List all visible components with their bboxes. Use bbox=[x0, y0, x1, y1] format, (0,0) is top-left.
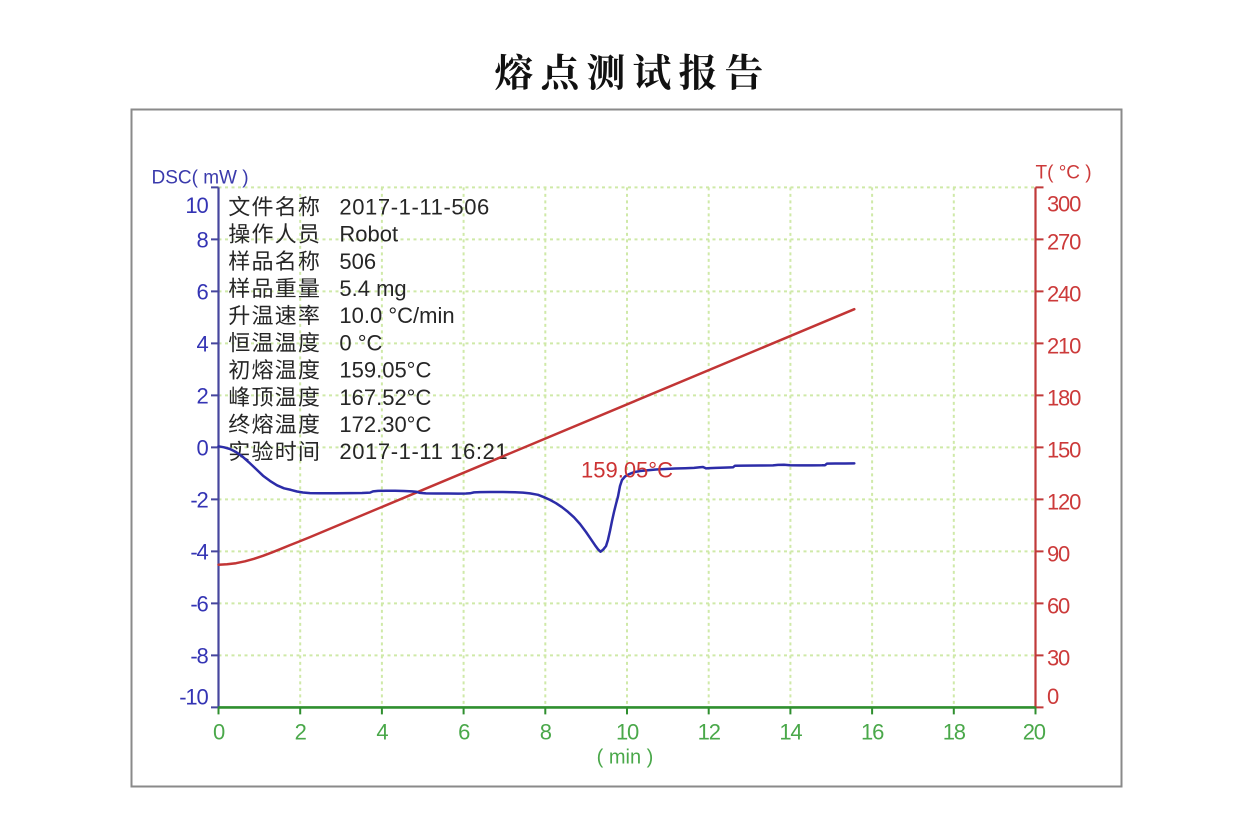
svg-text:0: 0 bbox=[1047, 684, 1059, 709]
svg-text:T( °C ): T( °C ) bbox=[1036, 163, 1092, 184]
svg-text:0: 0 bbox=[196, 435, 208, 460]
svg-text:18: 18 bbox=[943, 720, 966, 745]
svg-text:20: 20 bbox=[1023, 720, 1046, 745]
svg-text:0: 0 bbox=[213, 720, 225, 745]
svg-text:-2: -2 bbox=[190, 487, 208, 512]
svg-text:16: 16 bbox=[861, 720, 884, 745]
svg-text:Robot: Robot bbox=[339, 222, 398, 247]
svg-text:12: 12 bbox=[698, 720, 721, 745]
svg-text:90: 90 bbox=[1047, 542, 1070, 567]
svg-text:DSC( mW ): DSC( mW ) bbox=[152, 168, 249, 189]
svg-text:5.4 mg: 5.4 mg bbox=[339, 276, 406, 301]
svg-text:172.30°C: 172.30°C bbox=[339, 412, 431, 437]
svg-text:6: 6 bbox=[458, 720, 470, 745]
svg-text:120: 120 bbox=[1047, 490, 1081, 515]
svg-text:-4: -4 bbox=[190, 539, 208, 564]
svg-text:8: 8 bbox=[540, 720, 552, 745]
svg-text:159.05°C: 159.05°C bbox=[581, 458, 673, 483]
svg-text:240: 240 bbox=[1047, 282, 1081, 307]
svg-text:210: 210 bbox=[1047, 334, 1081, 359]
svg-text:4: 4 bbox=[376, 720, 388, 745]
svg-text:10: 10 bbox=[616, 720, 639, 745]
svg-text:2017-1-11-506: 2017-1-11-506 bbox=[339, 194, 490, 219]
svg-text:2017-1-11 16:21: 2017-1-11 16:21 bbox=[339, 439, 508, 464]
svg-text:14: 14 bbox=[779, 720, 802, 745]
svg-text:-6: -6 bbox=[190, 591, 208, 616]
svg-text:2: 2 bbox=[196, 383, 208, 408]
svg-text:8: 8 bbox=[196, 227, 208, 252]
svg-text:10.0 °C/min: 10.0 °C/min bbox=[339, 303, 454, 328]
svg-text:167.52°C: 167.52°C bbox=[339, 385, 431, 410]
svg-text:0 °C: 0 °C bbox=[339, 330, 382, 355]
svg-text:-8: -8 bbox=[190, 643, 208, 668]
svg-text:180: 180 bbox=[1047, 386, 1081, 411]
svg-text:300: 300 bbox=[1047, 191, 1081, 216]
svg-text:-10: -10 bbox=[179, 685, 208, 710]
svg-text:( min ): ( min ) bbox=[597, 747, 654, 769]
svg-text:2: 2 bbox=[295, 720, 307, 745]
svg-text:60: 60 bbox=[1047, 594, 1070, 619]
svg-text:6: 6 bbox=[196, 279, 208, 304]
svg-text:270: 270 bbox=[1047, 230, 1081, 255]
svg-text:4: 4 bbox=[196, 331, 208, 356]
svg-text:30: 30 bbox=[1047, 646, 1070, 671]
svg-text:150: 150 bbox=[1047, 438, 1081, 463]
svg-text:10: 10 bbox=[185, 193, 208, 218]
svg-text:159.05°C: 159.05°C bbox=[339, 358, 431, 383]
svg-text:506: 506 bbox=[339, 249, 376, 274]
